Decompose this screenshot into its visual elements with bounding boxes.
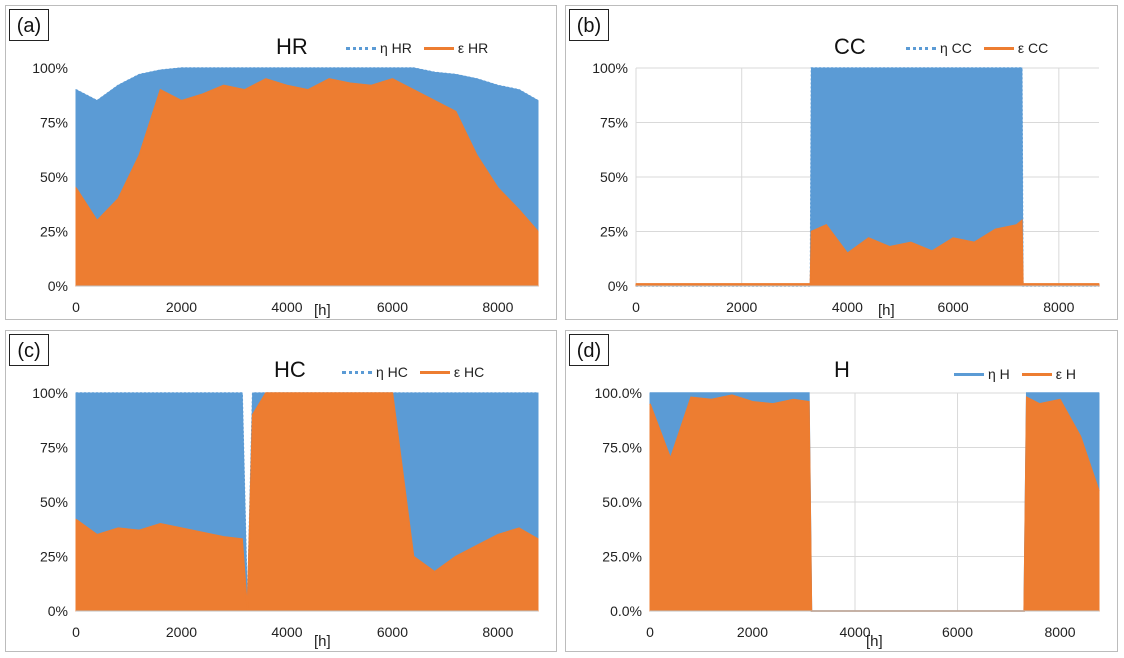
y-tick-label: 25% <box>600 224 628 240</box>
x-unit-b: [h] <box>878 302 895 319</box>
x-unit-a: [h] <box>314 302 331 319</box>
series-line-1 <box>75 392 539 612</box>
x-unit-c: [h] <box>314 633 331 650</box>
chart-c-svg: 0% 25% 50% 75% 100% 0 2000 4000 6000 8000 <box>32 385 539 640</box>
y-tick-label: 100% <box>592 60 628 76</box>
panel-b: 0% 25% 50% 75% 100% 0 2000 4000 6000 8000 (b) CC … <box>565 5 1118 320</box>
x-tick-label: 2000 <box>166 299 197 315</box>
x-tick-label: 6000 <box>938 299 969 315</box>
y-tick-label: 50.0% <box>602 494 642 510</box>
x-tick-label: 8000 <box>482 624 513 640</box>
legend-item-eps-hc: ε HC <box>408 364 484 380</box>
y-tick-label: 50% <box>40 169 68 185</box>
x-tick-label: 2000 <box>737 624 768 640</box>
panel-d: 0.0% 25.0% 50.0% 75.0% 100.0% 0 2000 4000 6000 80… <box>565 330 1118 652</box>
legend-swatch-eta-cc <box>906 46 936 50</box>
legend-swatch-eps-h <box>1021 372 1052 376</box>
legend-item-eps-cc: ε CC <box>972 40 1048 56</box>
legend-swatch-eps-cc <box>983 46 1014 50</box>
legend-item-eta-cc: η CC <box>894 40 972 56</box>
legend-swatch-eta-h <box>954 372 984 376</box>
panel-label-a: (a) <box>9 9 49 41</box>
chart-title-d: H <box>834 357 850 382</box>
x-tick-label: 4000 <box>271 624 302 640</box>
x-tick-label: 2000 <box>726 299 757 315</box>
legend-item-eps-hr: ε HR <box>412 40 488 56</box>
legend-swatch-eps-hr <box>423 46 454 50</box>
x-tick-label: 6000 <box>377 299 408 315</box>
panel-label-c: (c) <box>9 334 49 366</box>
chart-b-svg: 0% 25% 50% 75% 100% 0 2000 4000 6000 8000 <box>592 60 1100 315</box>
series-line-1 <box>636 219 1099 285</box>
legend-label-eps-hc: ε HC <box>453 364 485 380</box>
x-tick-label: 8000 <box>482 299 513 315</box>
legend-b: η CC ε CC <box>894 40 1048 56</box>
legend-label-eps-cc: ε CC <box>1017 40 1049 56</box>
legend-swatch-eta-hr <box>346 46 376 50</box>
y-tick-label: 75% <box>600 115 628 131</box>
y-tick-label: 75.0% <box>602 440 642 456</box>
y-tick-label: 75% <box>40 115 68 131</box>
legend-label-eta-hr: η HR <box>380 40 412 56</box>
y-tick-label: 0% <box>48 603 68 619</box>
legend-item-eps-h: ε H <box>1010 366 1076 382</box>
x-tick-label: 0 <box>632 299 640 315</box>
y-tick-label: 100.0% <box>595 385 642 401</box>
series-line-1 <box>649 394 1100 612</box>
legend-item-eta-hr: η HR <box>334 40 412 56</box>
y-tick-label: 25% <box>40 224 68 240</box>
panel-label-b: (b) <box>569 9 609 41</box>
legend-label-eta-cc: η CC <box>940 40 972 56</box>
chart-title-b: CC <box>834 34 866 59</box>
legend-d: η H ε H <box>942 366 1076 382</box>
legend-swatch-eta-hc <box>342 370 372 374</box>
x-tick-label: 0 <box>72 624 80 640</box>
y-tick-label: 25% <box>40 549 68 565</box>
panel-a: 0% 25% 50% 75% 100% 0 2000 4000 6000 8000 (a) HR … <box>5 5 557 320</box>
y-tick-label: 75% <box>40 440 68 456</box>
x-tick-label: 0 <box>646 624 654 640</box>
y-tick-label: 50% <box>40 494 68 510</box>
y-tick-label: 0% <box>48 278 68 294</box>
chart-title-c: HC <box>274 357 306 382</box>
legend-label-eps-h: ε H <box>1055 366 1077 382</box>
y-tick-label: 25.0% <box>602 549 642 565</box>
x-tick-label: 2000 <box>166 624 197 640</box>
legend-c: η HC ε HC <box>330 364 484 380</box>
legend-swatch-eps-hc <box>419 370 450 374</box>
panel-c: 0% 25% 50% 75% 100% 0 2000 4000 6000 8000 (c) HC … <box>5 330 557 652</box>
y-tick-label: 100% <box>32 60 68 76</box>
legend-item-eta-h: η H <box>942 366 1010 382</box>
x-tick-label: 4000 <box>832 299 863 315</box>
x-tick-label: 8000 <box>1043 299 1074 315</box>
legend-label-eta-h: η H <box>988 366 1010 382</box>
legend-label-eta-hc: η HC <box>376 364 408 380</box>
chart-d-svg: 0.0% 25.0% 50.0% 75.0% 100.0% 0 2000 4000 6000 80… <box>595 385 1100 640</box>
series-area-1 <box>649 394 1100 612</box>
x-unit-d: [h] <box>866 633 883 650</box>
y-tick-label: 0% <box>608 278 628 294</box>
panel-label-d: (d) <box>569 334 609 366</box>
series-line-1 <box>75 78 539 232</box>
x-tick-label: 6000 <box>942 624 973 640</box>
y-tick-label: 0.0% <box>610 603 642 619</box>
chart-a-svg: 0% 25% 50% 75% 100% 0 2000 4000 6000 8000 <box>32 60 539 315</box>
x-tick-label: 6000 <box>377 624 408 640</box>
legend-a: η HR ε HR <box>334 40 488 56</box>
x-tick-label: 0 <box>72 299 80 315</box>
y-tick-label: 100% <box>32 385 68 401</box>
x-tick-label: 8000 <box>1044 624 1075 640</box>
x-tick-label: 4000 <box>271 299 302 315</box>
x-tick-label: 4000 <box>839 624 870 640</box>
chart-title-a: HR <box>276 34 308 59</box>
legend-item-eta-hc: η HC <box>330 364 408 380</box>
y-tick-label: 50% <box>600 169 628 185</box>
legend-label-eps-hr: ε HR <box>457 40 489 56</box>
